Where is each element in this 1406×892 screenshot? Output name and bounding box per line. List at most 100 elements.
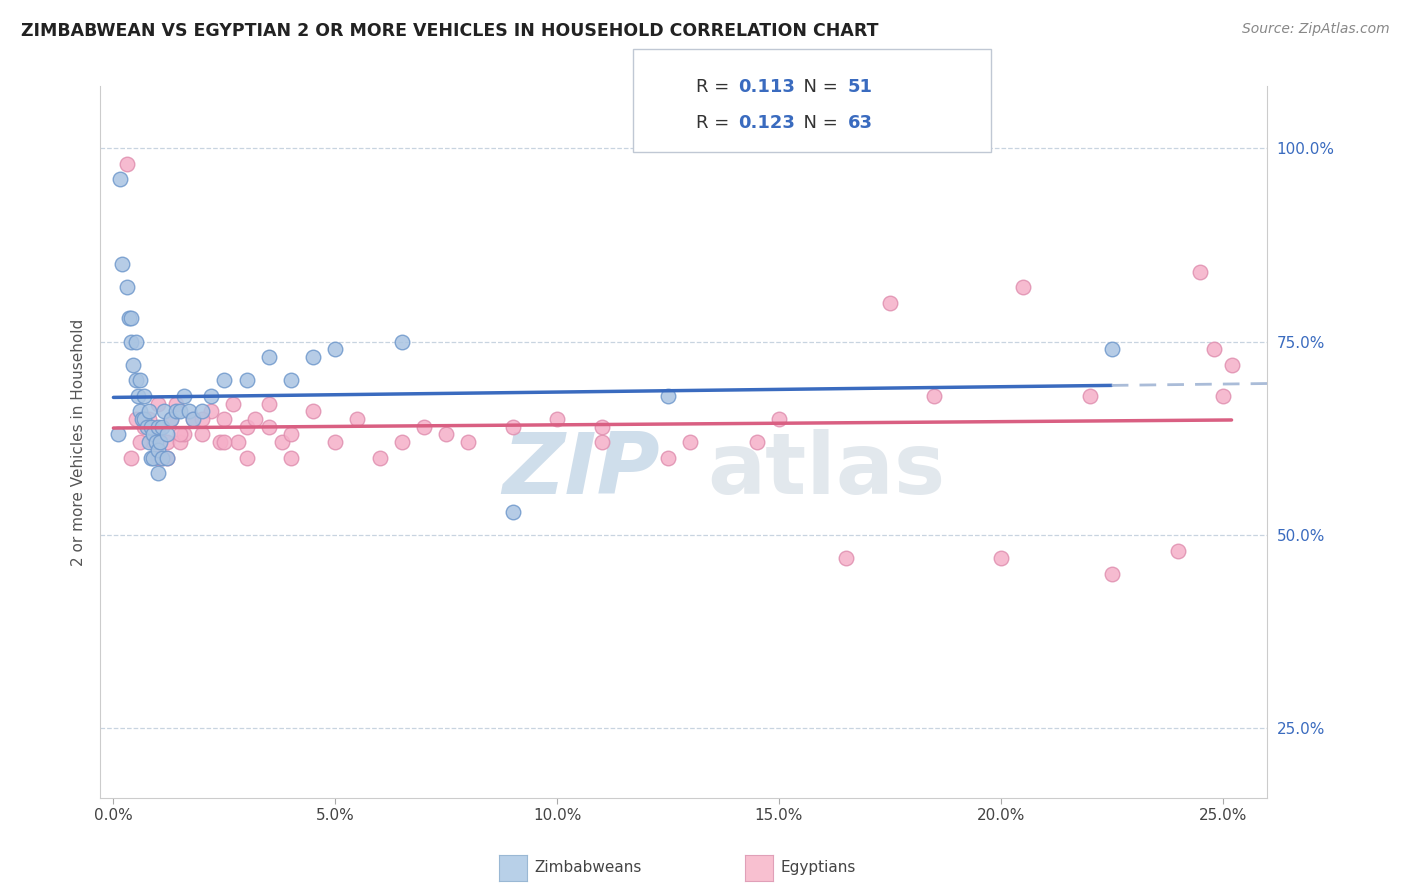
Point [1202,343,1225,357]
Point [115,157,138,171]
Y-axis label: 2 or more Vehicles in Household: 2 or more Vehicles in Household [72,318,86,566]
Point [120,334,142,349]
Point [280,427,302,442]
Text: ZIMBABWEAN VS EGYPTIAN 2 OR MORE VEHICLES IN HOUSEHOLD CORRELATION CHART: ZIMBABWEAN VS EGYPTIAN 2 OR MORE VEHICLE… [21,22,879,40]
Point [146,427,169,442]
Point [191,427,214,442]
Point [214,412,236,426]
Point [120,311,142,326]
Text: N =: N = [792,113,844,132]
Point [391,435,413,450]
Point [834,551,856,566]
Point [235,450,257,465]
Point [1212,389,1234,403]
Point [257,419,280,434]
Text: Zimbabweans: Zimbabweans [534,861,641,875]
Point [142,435,165,450]
Point [134,419,156,434]
Point [129,404,152,418]
Point [879,296,901,310]
Point [181,412,204,426]
Point [122,358,145,372]
Point [141,450,163,465]
Point [546,412,568,426]
Point [138,412,160,426]
Point [990,551,1012,566]
Point [124,412,146,426]
Point [181,412,204,426]
Point [165,404,187,418]
Point [127,389,149,403]
Point [191,404,214,418]
Point [124,334,146,349]
Point [1220,358,1243,372]
Point [142,450,165,465]
Point [124,373,146,387]
Point [257,396,280,410]
Point [169,435,191,450]
Point [1078,389,1101,403]
Point [134,389,156,403]
Point [1012,280,1035,294]
Point [257,350,280,364]
Point [149,435,172,450]
Point [150,450,173,465]
Point [156,450,179,465]
Point [245,412,267,426]
Point [115,280,138,294]
Point [1167,543,1189,558]
Point [502,505,524,519]
Text: 51: 51 [848,78,873,96]
Point [1101,566,1123,581]
Point [134,412,156,426]
Point [222,396,245,410]
Text: R =: R = [696,113,735,132]
Point [922,389,945,403]
Point [138,435,160,450]
Point [146,419,169,434]
Point [1101,343,1123,357]
Text: 0.123: 0.123 [738,113,794,132]
Point [280,450,302,465]
Text: Egyptians: Egyptians [780,861,856,875]
Point [108,172,131,186]
Point [146,466,169,480]
Point [323,343,346,357]
Point [156,435,179,450]
Point [434,427,457,442]
Point [153,404,176,418]
Point [120,450,142,465]
Point [173,427,195,442]
Point [107,427,129,442]
Point [191,412,214,426]
Point [177,404,200,418]
Point [150,419,173,434]
Point [457,435,479,450]
Point [657,450,679,465]
Point [138,404,160,418]
Point [146,442,169,457]
Point [413,419,436,434]
Point [657,389,679,403]
Point [169,404,191,418]
Point [111,257,134,271]
Point [146,450,169,465]
Point [302,404,325,418]
Point [391,334,413,349]
Text: Source: ZipAtlas.com: Source: ZipAtlas.com [1241,22,1389,37]
Point [214,373,236,387]
Point [745,435,768,450]
Point [150,450,173,465]
Text: 0.113: 0.113 [738,78,794,96]
Point [131,412,153,426]
Point [146,396,169,410]
Point [173,389,195,403]
Point [368,450,391,465]
Text: N =: N = [792,78,844,96]
Point [165,396,187,410]
Point [135,419,157,434]
Point [169,427,191,442]
Point [214,435,236,450]
Point [141,419,163,434]
Point [768,412,790,426]
